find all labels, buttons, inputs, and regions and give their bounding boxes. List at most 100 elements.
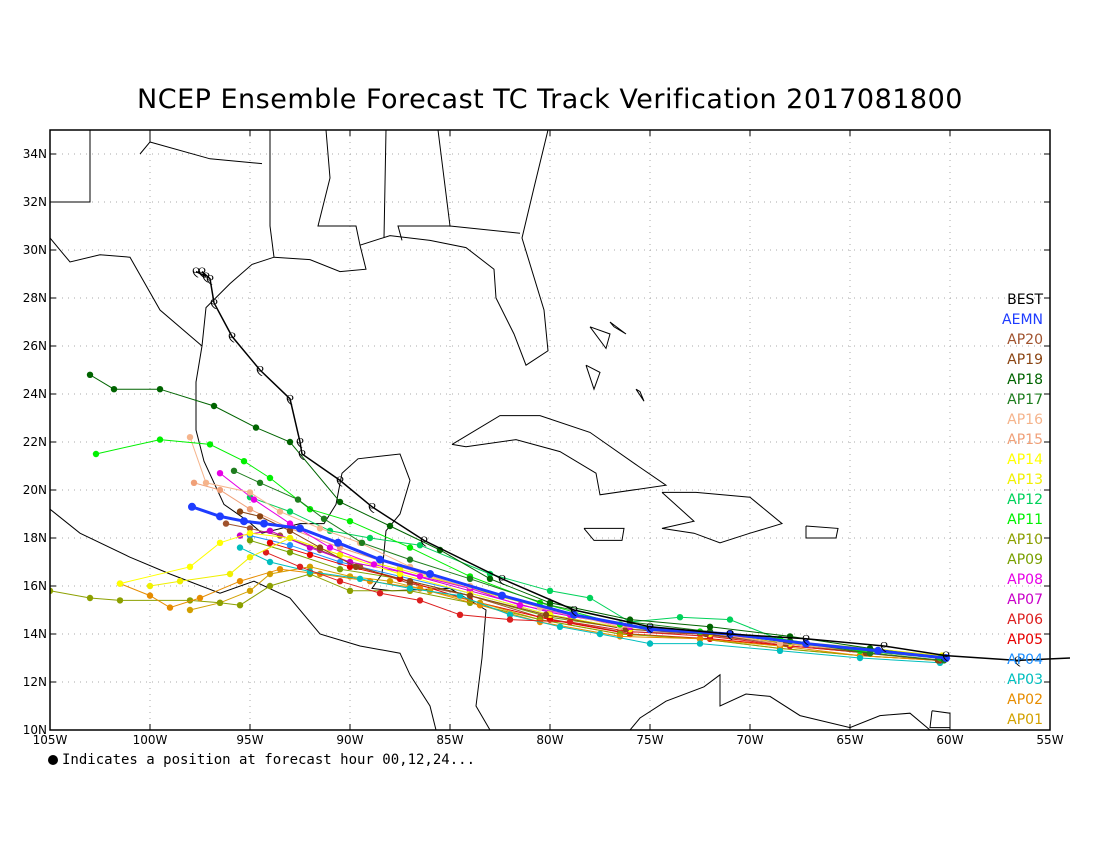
legend-item-ap15: AP15: [1007, 432, 1043, 448]
island: [451, 415, 668, 496]
island: [585, 364, 601, 391]
legend-item-ap01: AP01: [1007, 712, 1043, 728]
track-point: [506, 611, 514, 618]
track-point: [486, 575, 494, 582]
track-point: [276, 508, 284, 515]
track-point: [336, 551, 344, 558]
y-tick-label: 34N: [23, 147, 47, 161]
x-tick-label: 70W: [736, 733, 763, 747]
x-tick-label: 85W: [436, 733, 463, 747]
track-point: [516, 602, 524, 609]
forecast-position-marker-icon: [48, 755, 58, 765]
track-point: [542, 611, 550, 618]
track-point: [116, 597, 124, 604]
track-point: [352, 563, 360, 570]
track-point: [386, 578, 394, 585]
track-point: [286, 527, 294, 534]
x-tick-label: 80W: [536, 733, 563, 747]
y-tick-label: 12N: [23, 675, 47, 689]
track-point: [250, 496, 258, 503]
legend-item-ap18: AP18: [1007, 372, 1043, 388]
track-point: [266, 474, 274, 482]
track-point: [316, 525, 324, 532]
hurricane-symbol-icon: ୧: [570, 601, 578, 620]
track-point: [216, 512, 224, 521]
footnote: Indicates a position at forecast hour 00…: [48, 752, 475, 768]
track-point: [252, 424, 260, 431]
track-point: [706, 623, 714, 630]
border: [139, 130, 151, 155]
hurricane-symbol-icon: ୧: [880, 637, 888, 656]
legend-item-ap02: AP02: [1007, 692, 1043, 708]
track-line: [249, 535, 941, 659]
x-tick-label: 60W: [936, 733, 963, 747]
coastline: [554, 673, 931, 730]
track-point: [456, 611, 464, 618]
hurricane-symbol-icon: ୧: [198, 263, 206, 282]
legend-item-ap17: AP17: [1007, 392, 1043, 408]
track-point: [236, 578, 244, 585]
track-point: [696, 640, 704, 647]
legend-item-ap09: AP09: [1007, 552, 1043, 568]
track-point: [246, 489, 254, 496]
track-point: [146, 592, 154, 599]
hurricane-symbol-icon: ୧: [802, 630, 810, 649]
track-point: [240, 458, 248, 465]
track-point: [596, 630, 604, 638]
track-point: [266, 558, 274, 566]
track-ap16: [186, 434, 944, 662]
coastline: [50, 508, 437, 730]
x-tick-label: 90W: [336, 733, 363, 747]
track-point: [570, 610, 578, 619]
hurricane-symbol-icon: ୧: [726, 625, 734, 644]
x-tick-label: 105W: [33, 733, 68, 747]
track-point: [416, 542, 424, 549]
track-point: [186, 563, 194, 570]
track-point: [426, 570, 434, 578]
legend-item-ap13: AP13: [1007, 472, 1043, 488]
legend-item-best: BEST: [1007, 292, 1043, 308]
track-point: [346, 563, 354, 570]
y-tick-label: 26N: [23, 339, 47, 353]
track-point: [92, 450, 100, 458]
track-point: [110, 386, 118, 393]
hurricane-symbol-icon: ୧: [228, 327, 236, 346]
track-point: [306, 563, 314, 570]
island: [635, 388, 645, 402]
legend-item-ap08: AP08: [1007, 572, 1043, 588]
border: [449, 225, 521, 234]
ensemble-tracks: [50, 371, 950, 666]
track-point: [646, 640, 654, 647]
border: [50, 130, 91, 203]
hurricane-symbol-icon: ୧: [1014, 651, 1022, 670]
track-point: [286, 549, 294, 556]
track-point: [260, 519, 268, 528]
track-ap05: [266, 539, 944, 664]
track-point: [230, 467, 238, 474]
hurricane-symbol-icon: ୧: [368, 498, 376, 517]
track-point: [190, 479, 198, 486]
track-point: [256, 479, 264, 486]
island: [929, 710, 951, 729]
track-point: [236, 602, 244, 609]
track-line: [189, 437, 941, 659]
track-point: [498, 591, 506, 600]
track-point: [246, 554, 254, 561]
hurricane-symbol-icon: ୧: [256, 361, 264, 380]
track-point: [176, 578, 184, 585]
track-point: [396, 570, 404, 578]
track-line: [149, 537, 943, 657]
legend-item-ap07: AP07: [1007, 592, 1043, 608]
track-point: [802, 639, 810, 648]
track-point: [246, 587, 254, 594]
track-point: [626, 616, 634, 623]
track-line: [89, 374, 945, 659]
axis-ticks: 105W 100W 95W 90W 85W 80W 75W 70W 65W 60W 55W 10N 12…: [23, 130, 1064, 747]
hurricane-symbol-icon: ୧: [336, 471, 344, 490]
track-point: [296, 524, 304, 533]
track-point: [546, 587, 554, 594]
legend-item-ap20: AP20: [1007, 332, 1043, 348]
legend-item-ap19: AP19: [1007, 352, 1043, 368]
track-point: [776, 647, 784, 654]
